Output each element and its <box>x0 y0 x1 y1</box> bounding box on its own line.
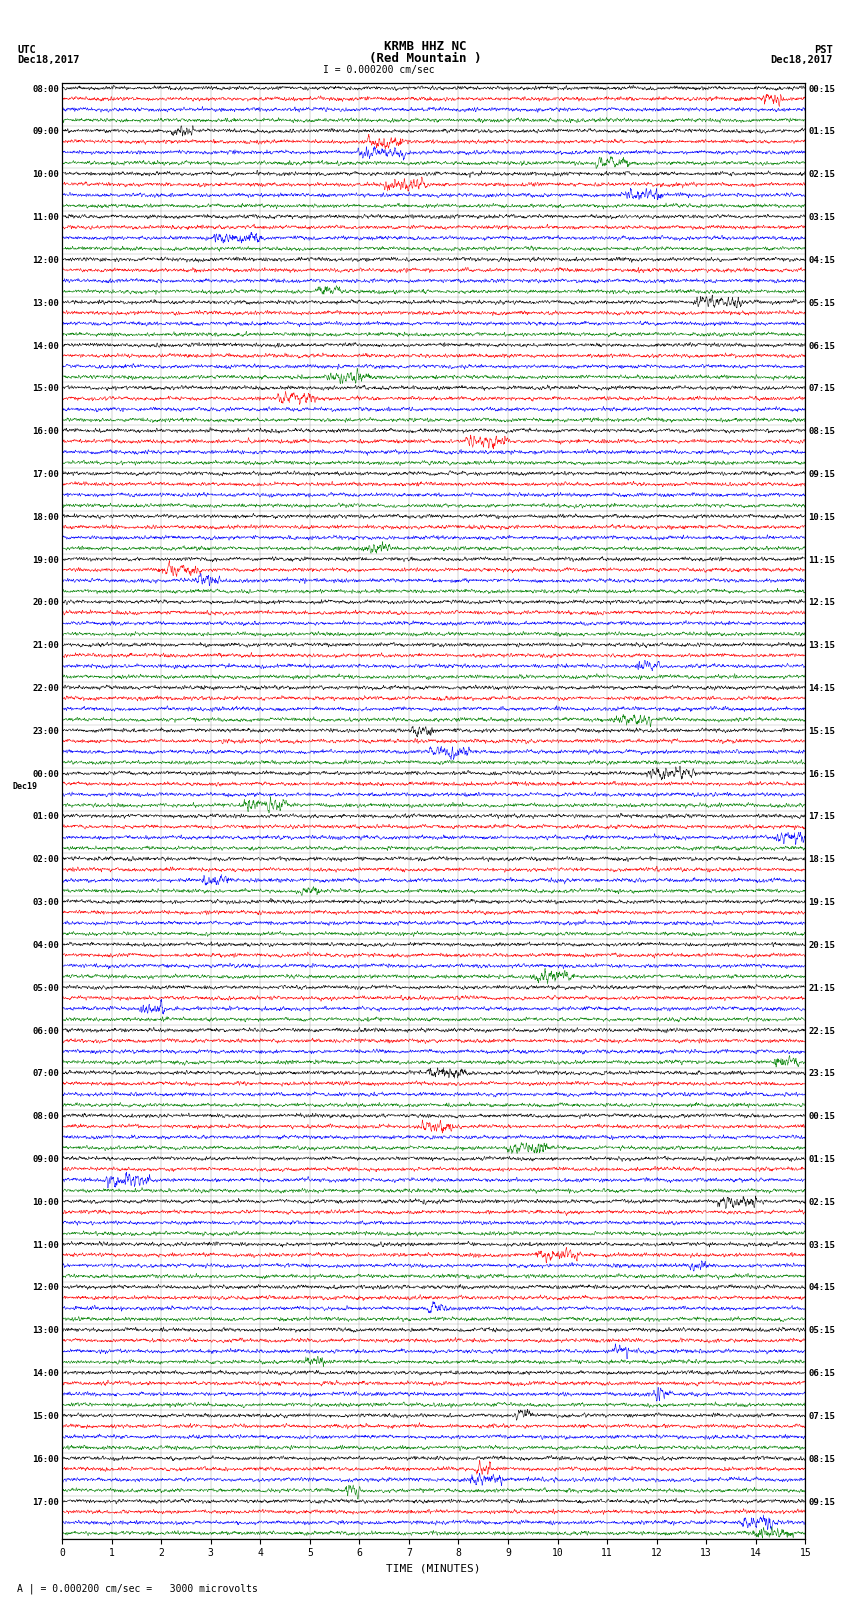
Text: Dec18,2017: Dec18,2017 <box>770 55 833 65</box>
X-axis label: TIME (MINUTES): TIME (MINUTES) <box>387 1565 481 1574</box>
Text: Dec18,2017: Dec18,2017 <box>17 55 80 65</box>
Text: Dec19: Dec19 <box>12 782 37 790</box>
Text: I = 0.000200 cm/sec: I = 0.000200 cm/sec <box>323 65 434 74</box>
Text: UTC: UTC <box>17 45 36 55</box>
Text: KRMB HHZ NC: KRMB HHZ NC <box>383 40 467 53</box>
Text: PST: PST <box>814 45 833 55</box>
Text: (Red Mountain ): (Red Mountain ) <box>369 52 481 65</box>
Text: A | = 0.000200 cm/sec =   3000 microvolts: A | = 0.000200 cm/sec = 3000 microvolts <box>17 1582 258 1594</box>
